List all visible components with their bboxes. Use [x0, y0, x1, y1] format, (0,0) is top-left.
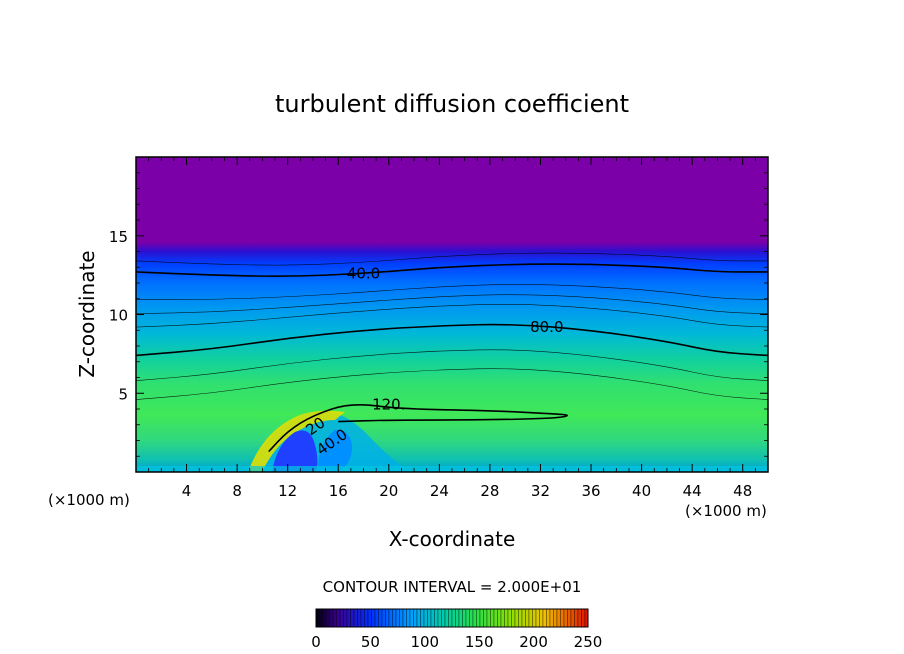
contour-line-40	[136, 263, 768, 277]
contour-interval-text: CONTOUR INTERVAL = 2.000E+01	[323, 578, 582, 596]
colorbar-frame	[315, 608, 589, 628]
x-tick-label: 48	[733, 482, 752, 500]
field-background	[136, 157, 768, 472]
y-tick-label: 15	[109, 228, 128, 246]
x-tick-label: 28	[480, 482, 499, 500]
x-tick-label: 44	[683, 482, 702, 500]
x-unit-left: (×1000 m)	[48, 491, 130, 509]
colorbar-tick-label: 0	[311, 633, 321, 651]
colorbar-ticks-fine	[316, 609, 588, 627]
contour-line-thin	[136, 304, 768, 328]
x-tick-label: 12	[278, 482, 297, 500]
x-tick-label: 4	[182, 482, 192, 500]
contour-line-thin	[136, 252, 768, 266]
colorbar-labels: 0 50 100 150 200 250	[311, 633, 602, 651]
y-tick-label: 10	[109, 307, 128, 325]
contour-line-thin	[136, 294, 768, 315]
y-axis: 5 10 15	[109, 172, 768, 457]
field-ridge-high	[248, 410, 345, 472]
x-axis: 4 8 12 16 20 24 28 32 36 40 44 48	[148, 157, 756, 500]
contour-line-thin	[136, 284, 768, 300]
x-axis-label: X-coordinate	[389, 527, 516, 551]
contour-label: 80.0	[530, 318, 563, 336]
x-tick-label: 40	[632, 482, 651, 500]
colorbar-tick-label: 100	[410, 633, 439, 651]
y-tick-label: 5	[118, 385, 128, 403]
chart-title: turbulent diffusion coefficient	[275, 90, 629, 118]
colorbar-tick-label: 150	[465, 633, 494, 651]
thin-contour-lines	[136, 252, 768, 400]
x-tick-label: 16	[329, 482, 348, 500]
contour-line-120	[268, 404, 569, 453]
x-tick-label: 20	[379, 482, 398, 500]
y-axis-label: Z-coordinate	[75, 250, 99, 377]
x-tick-label: 8	[232, 482, 242, 500]
x-tick-label: 32	[531, 482, 550, 500]
colorbar-tick-label: 250	[574, 633, 603, 651]
colorbar-tick-label: 50	[361, 633, 380, 651]
contour-line-80	[136, 323, 768, 357]
contour-label: 40.0	[347, 265, 380, 283]
contour-line-thin	[136, 368, 768, 400]
field-core-low	[272, 430, 318, 472]
x-tick-label: 24	[430, 482, 449, 500]
x-tick-label: 36	[581, 482, 600, 500]
contour-lines	[136, 263, 768, 453]
x-unit-right: (×1000 m)	[685, 502, 767, 520]
colorbar: 0 50 100 150 200 250	[311, 608, 602, 651]
colorbar-tick-label: 200	[519, 633, 548, 651]
contour-label: 120.	[372, 395, 405, 413]
plot-area	[136, 157, 768, 472]
field-core-mid	[318, 429, 352, 472]
contour-line-thin	[136, 349, 768, 381]
